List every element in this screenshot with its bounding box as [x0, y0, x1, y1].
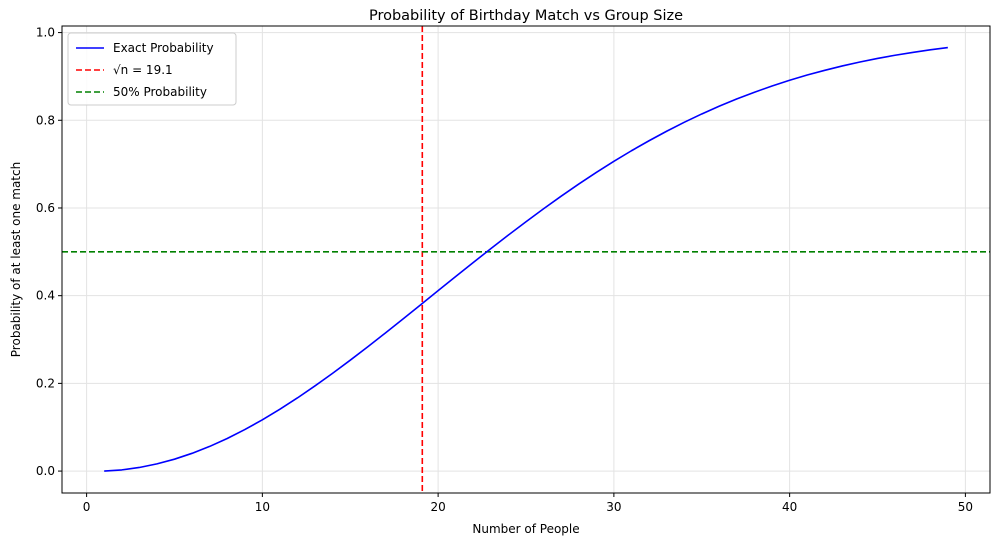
legend-entry-fifty-percent: 50% Probability: [76, 85, 207, 99]
x-axis-label: Number of People: [472, 522, 579, 536]
legend-label: √n = 19.1: [113, 63, 173, 77]
legend-box: [67, 32, 237, 106]
legend-label: Exact Probability: [113, 41, 214, 55]
x-tick-label: 50: [958, 500, 973, 514]
y-axis-label: Probability of at least one match: [9, 162, 23, 357]
plot-frame: [61, 25, 991, 494]
legend: Exact Probability √n = 19.1 50% Probabilit…: [67, 32, 237, 106]
x-tick-label: 10: [255, 500, 270, 514]
series-layer: [104, 46, 948, 472]
x-tick-label: 0: [83, 500, 91, 514]
y-tick-label: 0.4: [36, 289, 55, 303]
legend-label: 50% Probability: [113, 85, 207, 99]
tick-layer: 0 10 20 30 40 50 0.0 0.2 0.4 0.6 0.8 1.0: [36, 26, 973, 514]
y-tick-label: 0.8: [36, 113, 55, 127]
reference-lines-layer: [62, 26, 990, 493]
chart-title: Probability of Birthday Match vs Group S…: [369, 8, 683, 24]
legend-entry-sqrt-n: √n = 19.1: [76, 63, 173, 77]
y-tick-label: 1.0: [36, 26, 55, 40]
y-tick-label: 0.0: [36, 464, 55, 478]
legend-entry-exact-probability: Exact Probability: [76, 41, 214, 55]
x-tick-label: 40: [782, 500, 797, 514]
y-tick-label: 0.2: [36, 376, 55, 390]
x-tick-label: 20: [430, 500, 445, 514]
y-tick-label: 0.6: [36, 201, 55, 215]
series-line-exact-probability: [104, 46, 948, 472]
x-tick-label: 30: [606, 500, 621, 514]
